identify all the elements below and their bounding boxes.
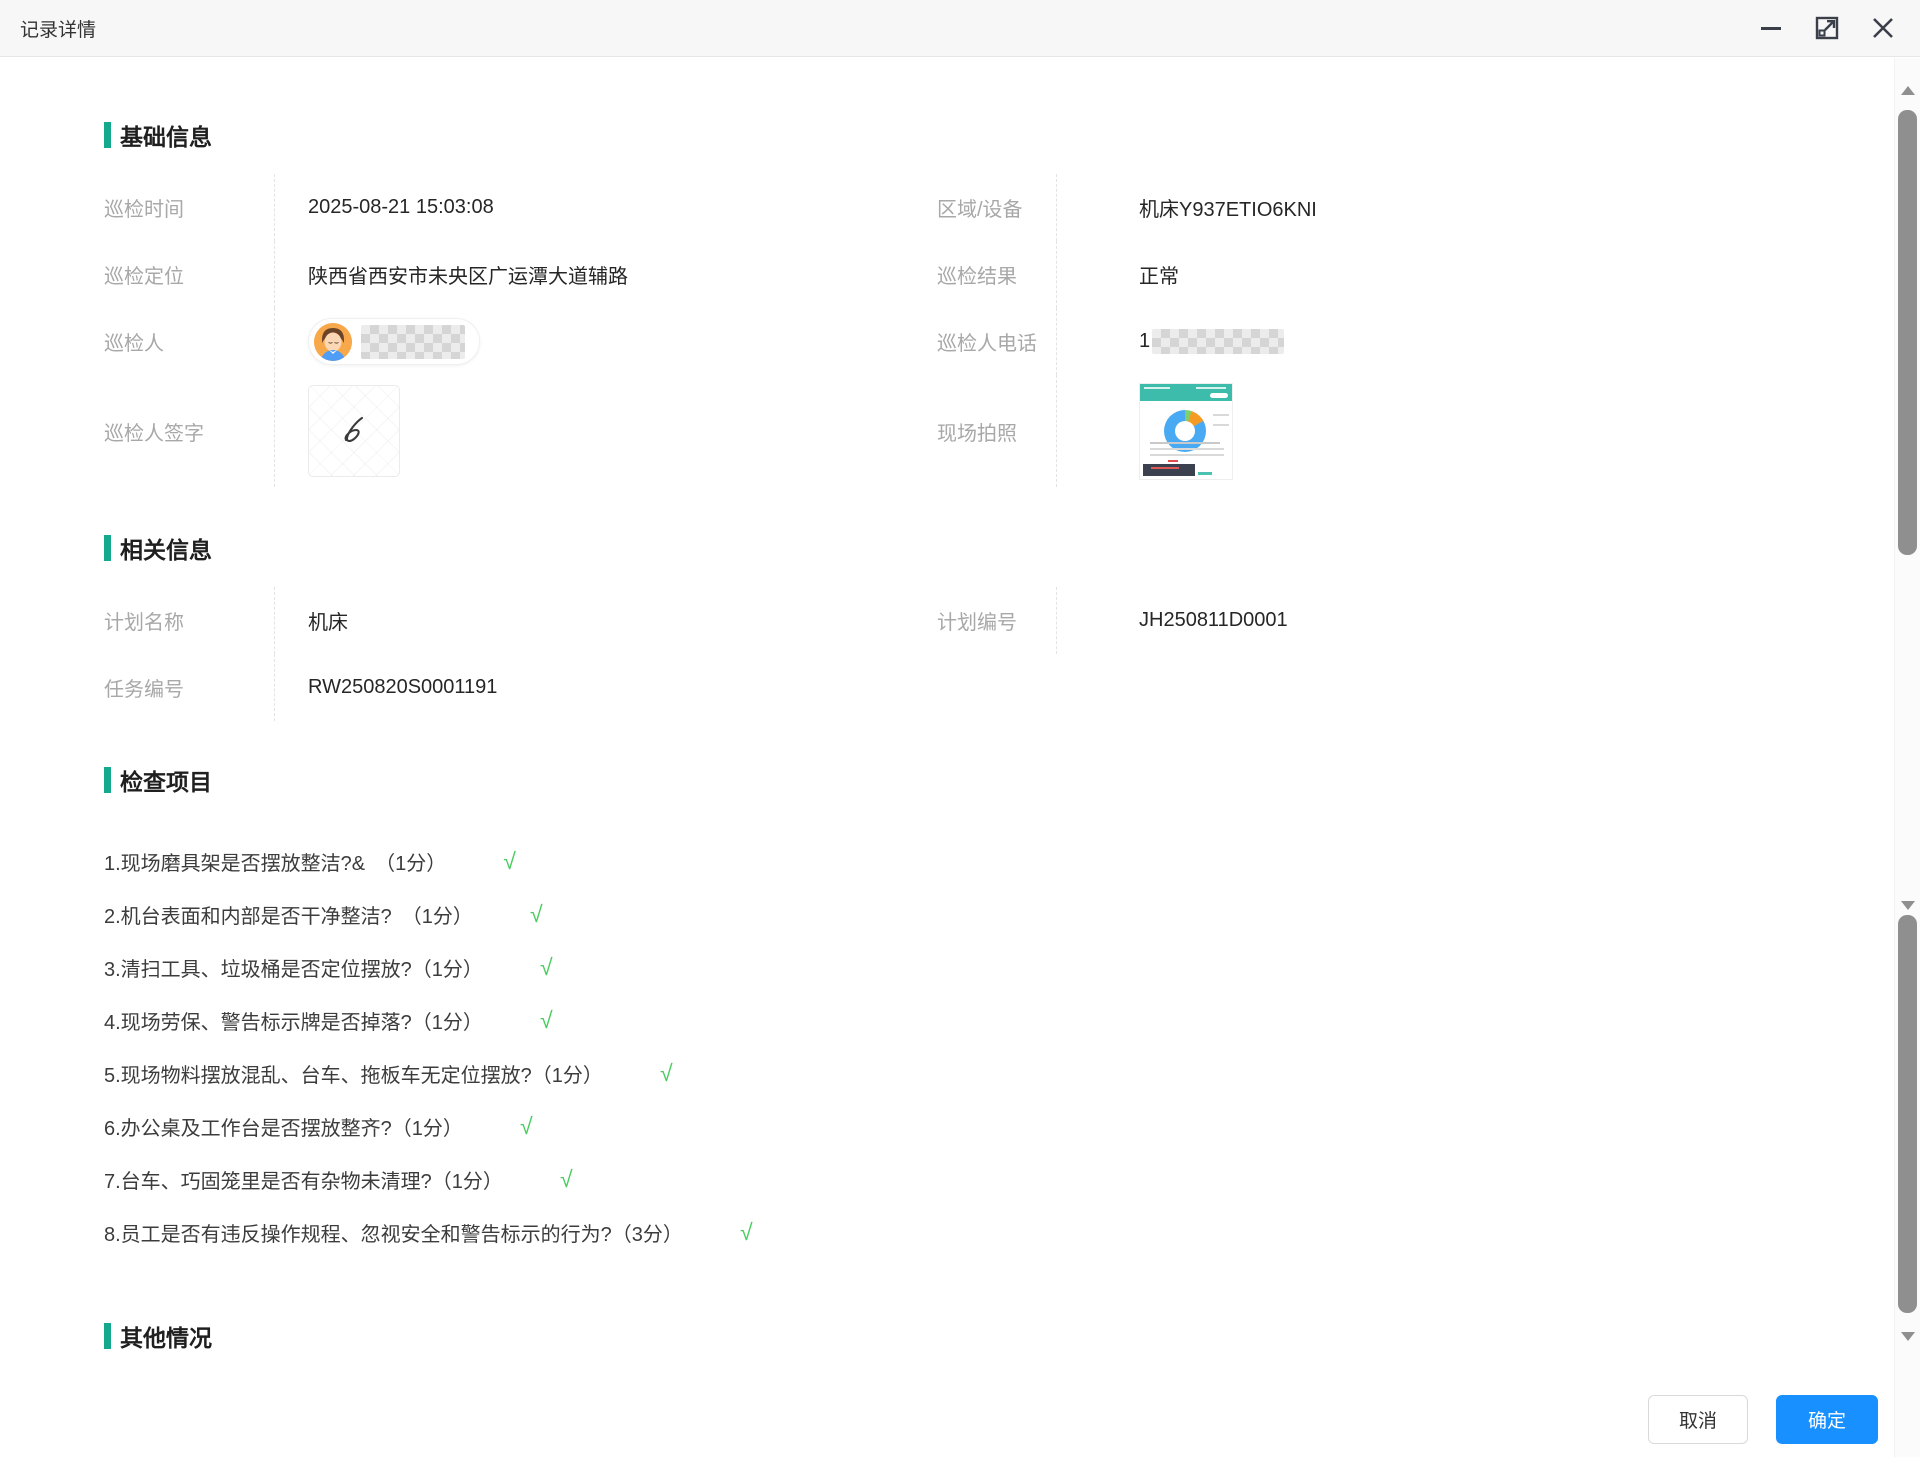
dialog-footer: 取消 确定 — [1648, 1395, 1878, 1444]
field-label: 巡检时间 — [104, 199, 184, 221]
check-pass-mark: √ — [519, 1113, 533, 1139]
check-item-8: 8.员工是否有违反操作规程、忽视安全和警告标示的行为?（3分） √ — [104, 1206, 1894, 1259]
scrollbar-thumb-inner[interactable] — [1898, 915, 1917, 1313]
section-title-text: 基础信息 — [120, 124, 212, 150]
dialog-titlebar: 记录详情 — [0, 0, 1920, 57]
field-value: JH250811D0001 — [1056, 587, 1894, 654]
field-inspect-location: 巡检定位 陕西省西安市未央区广运潭大道辅路 — [104, 241, 937, 308]
cancel-button[interactable]: 取消 — [1648, 1395, 1748, 1444]
check-item-text: 7.台车、巧固笼里是否有杂物未清理?（1分） — [104, 1171, 503, 1193]
scroll-down-icon[interactable] — [1901, 901, 1915, 910]
check-item-text: 6.办公桌及工作台是否摆放整齐?（1分） — [104, 1118, 463, 1140]
avatar — [314, 322, 352, 361]
field-value: 2025-08-21 15:03:08 — [274, 174, 937, 241]
check-pass-mark: √ — [539, 1007, 553, 1033]
minimize-icon[interactable] — [1758, 15, 1784, 41]
dialog-body: 基础信息 巡检时间 2025-08-21 15:03:08 巡检定位 陕西省西安… — [0, 58, 1894, 1457]
check-item-4: 4.现场劳保、警告标示牌是否掉落?（1分） √ — [104, 994, 1894, 1047]
check-item-5: 5.现场物料摆放混乱、台车、拖板车无定位摆放?（1分） √ — [104, 1047, 1894, 1100]
field-inspect-time: 巡检时间 2025-08-21 15:03:08 — [104, 174, 937, 241]
phone-number-blurred — [1152, 329, 1285, 354]
check-item-text: 8.员工是否有违反操作规程、忽视安全和警告标示的行为?（3分） — [104, 1224, 683, 1246]
section-accent-bar — [104, 122, 111, 148]
inspector-chip — [308, 318, 480, 365]
check-item-3: 3.清扫工具、垃圾桶是否定位摆放?（1分） √ — [104, 941, 1894, 994]
check-item-list: 1.现场磨具架是否摆放整洁?& （1分） √ 2.机台表面和内部是否干净整洁? … — [104, 835, 1894, 1259]
field-label: 计划名称 — [104, 612, 184, 634]
field-value — [274, 375, 937, 487]
field-value: 机床 — [274, 587, 937, 654]
field-label: 巡检人 — [104, 333, 164, 355]
section-title-related-info: 相关信息 — [104, 531, 1894, 565]
scroll-up-icon[interactable] — [1901, 86, 1915, 95]
confirm-button[interactable]: 确定 — [1776, 1395, 1878, 1444]
field-value: 1 — [1056, 308, 1894, 375]
section-title-check-items: 检查项目 — [104, 763, 1894, 797]
phone-prefix: 1 — [1139, 330, 1151, 352]
check-item-text: 2.机台表面和内部是否干净整洁? （1分） — [104, 906, 473, 928]
check-item-text: 1.现场磨具架是否摆放整洁?& （1分） — [104, 853, 447, 875]
field-label: 巡检人签字 — [104, 422, 204, 445]
check-item-text: 3.清扫工具、垃圾桶是否定位摆放?（1分） — [104, 959, 483, 981]
check-item-1: 1.现场磨具架是否摆放整洁?& （1分） √ — [104, 835, 1894, 888]
check-item-text: 4.现场劳保、警告标示牌是否掉落?（1分） — [104, 1012, 483, 1034]
check-pass-mark: √ — [503, 848, 516, 874]
field-value: 正常 — [1056, 241, 1894, 308]
field-label: 区域/设备 — [937, 199, 1023, 221]
field-plan-number: 计划编号 JH250811D0001 — [937, 587, 1894, 654]
check-pass-mark: √ — [559, 1166, 573, 1192]
field-inspect-result: 巡检结果 正常 — [937, 241, 1894, 308]
check-pass-mark: √ — [739, 1219, 753, 1245]
signature-image[interactable] — [308, 385, 400, 477]
field-label: 计划编号 — [937, 612, 1017, 634]
related-info-grid: 计划名称 机床 任务编号 RW250820S0001191 计划编号 JH250… — [104, 587, 1894, 721]
thumb-app-header — [1140, 383, 1232, 401]
section-title-text: 其他情况 — [120, 1325, 212, 1351]
field-label: 现场拍照 — [937, 422, 1017, 445]
scrollbar-thumb-outer[interactable] — [1898, 110, 1917, 555]
scroll-down-icon-inner[interactable] — [1901, 1332, 1915, 1341]
section-accent-bar — [104, 1323, 111, 1349]
thumb-red-text — [1168, 459, 1178, 462]
window-controls — [1758, 15, 1896, 41]
check-item-text: 5.现场物料摆放混乱、台车、拖板车无定位摆放?（1分） — [104, 1065, 603, 1087]
site-photo-thumbnail[interactable] — [1139, 382, 1233, 480]
field-label: 巡检人电话 — [937, 333, 1037, 355]
thumb-photo-strip — [1143, 463, 1195, 476]
field-inspector: 巡检人 — [104, 308, 937, 375]
scrollbar[interactable] — [1894, 58, 1920, 1457]
check-pass-mark: √ — [659, 1060, 673, 1086]
field-value: 陕西省西安市未央区广运潭大道辅路 — [274, 241, 937, 308]
check-item-6: 6.办公桌及工作台是否摆放整齐?（1分） √ — [104, 1100, 1894, 1153]
check-pass-mark: √ — [539, 954, 553, 980]
field-site-photo: 现场拍照 — [937, 375, 1894, 487]
field-value — [1056, 375, 1894, 487]
close-icon[interactable] — [1870, 15, 1896, 41]
section-title-text: 相关信息 — [120, 537, 212, 563]
maximize-icon[interactable] — [1814, 15, 1840, 41]
check-item-7: 7.台车、巧固笼里是否有杂物未清理?（1分） √ — [104, 1153, 1894, 1206]
field-label: 巡检定位 — [104, 266, 184, 288]
section-accent-bar — [104, 767, 111, 793]
field-area-device: 区域/设备 机床Y937ETIO6KNI — [937, 174, 1894, 241]
field-inspector-signature: 巡检人签字 — [104, 375, 937, 487]
check-item-2: 2.机台表面和内部是否干净整洁? （1分） √ — [104, 888, 1894, 941]
basic-info-grid: 巡检时间 2025-08-21 15:03:08 巡检定位 陕西省西安市未央区广… — [104, 174, 1894, 487]
inspector-name-blurred — [361, 324, 465, 359]
check-pass-mark: √ — [529, 901, 543, 927]
dialog-title: 记录详情 — [20, 19, 97, 41]
field-label: 任务编号 — [104, 679, 184, 701]
field-value — [274, 308, 937, 375]
section-title-other: 其他情况 — [104, 1319, 1894, 1353]
field-label: 巡检结果 — [937, 266, 1017, 288]
field-value: RW250820S0001191 — [274, 654, 937, 721]
field-value: 机床Y937ETIO6KNI — [1056, 174, 1894, 241]
field-plan-name: 计划名称 机床 — [104, 587, 937, 654]
field-task-number: 任务编号 RW250820S0001191 — [104, 654, 937, 721]
field-inspector-phone: 巡检人电话 1 — [937, 308, 1894, 375]
section-title-basic-info: 基础信息 — [104, 118, 1894, 152]
section-accent-bar — [104, 535, 111, 561]
section-title-text: 检查项目 — [120, 769, 212, 795]
thumb-donut-chart — [1164, 409, 1206, 452]
